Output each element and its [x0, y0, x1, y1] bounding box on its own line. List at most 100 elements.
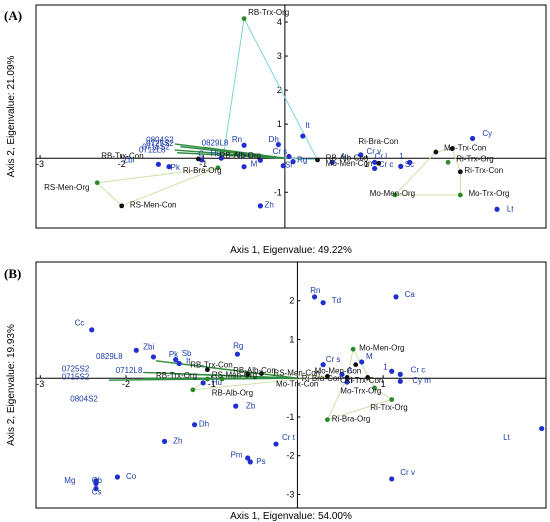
species-label: C	[198, 150, 204, 159]
treatment-label: RB-Trx-Con	[101, 152, 143, 161]
species-point	[166, 164, 172, 170]
species-point	[311, 294, 318, 300]
vector-label: 0804S2	[70, 394, 98, 403]
treatment-label: Ri-Trx-Con	[464, 166, 503, 175]
species-label: It	[305, 121, 310, 130]
species-label: M	[366, 352, 373, 361]
treatment-point	[219, 376, 225, 382]
species-label: Rg	[297, 155, 307, 164]
species-label: Lt	[503, 433, 510, 442]
species-label: Cr v	[400, 468, 415, 477]
species-label: Hu	[211, 149, 221, 158]
group-hull	[326, 347, 393, 421]
species-point	[191, 422, 198, 428]
treatment-label: RB-Trx-Org	[156, 371, 197, 380]
species-label: Td	[332, 296, 341, 305]
treatment-label: RS-Men-Org	[212, 370, 257, 379]
treatment-point	[119, 203, 125, 209]
y-tick-label: -1	[274, 187, 282, 197]
species-point	[359, 359, 365, 365]
species-point	[161, 438, 168, 444]
species-point	[280, 163, 286, 169]
treatment-label: Ri-Bra-Org	[183, 166, 222, 175]
x-tick-label: 1	[364, 159, 369, 169]
species-label: M	[251, 159, 258, 168]
species-point	[397, 378, 403, 384]
treatment-label: Mo-Trx-Org	[468, 189, 509, 198]
group-hull	[96, 167, 219, 207]
species-label: Pk	[171, 163, 181, 172]
treatment-label: RB-Alb-Org	[220, 151, 261, 160]
vector-label: 0715S2	[142, 142, 170, 151]
species-point	[286, 153, 292, 160]
species-point	[89, 327, 95, 333]
treatment-label: RB-Alb-Con	[326, 154, 369, 163]
treatment-label: Mo-Men-Org	[359, 343, 404, 352]
plot-frame	[35, 261, 547, 509]
treatment-point	[372, 385, 377, 391]
species-label: A	[340, 152, 346, 161]
y-axis-title: Axis 2, Eigenvalue: 19.93%	[6, 324, 17, 446]
plot-frame	[35, 4, 547, 229]
species-point	[389, 368, 395, 374]
species-point	[233, 403, 239, 409]
species-label: Cr t	[238, 152, 252, 161]
x-tick-label: -2	[122, 379, 130, 389]
species-label: Dh	[269, 135, 279, 144]
x-tick-label: -3	[36, 379, 44, 389]
species-point	[114, 474, 121, 480]
treatment-point	[190, 387, 196, 393]
species-label: Cb	[92, 476, 103, 485]
species-label: Rg	[233, 341, 243, 350]
species-label: Cr s	[273, 147, 288, 156]
treatment-label: Mo-Men-Con	[326, 159, 373, 168]
species-point	[469, 135, 476, 142]
species-point	[247, 459, 253, 465]
species-label: Cs	[92, 487, 102, 496]
vector-label: 0804S2	[146, 136, 174, 145]
species-point	[150, 354, 157, 360]
species-point	[329, 159, 335, 165]
treatment-point	[365, 375, 371, 380]
species-label: Zb	[246, 401, 256, 410]
treatment-label: Ri-Trx-Org	[370, 403, 407, 412]
treatment-point	[457, 169, 463, 175]
treatment-label: Ri-Trx-Con	[345, 376, 384, 385]
species-point	[398, 163, 404, 169]
species-label: Pk	[169, 350, 179, 359]
treatment-label: Ri-Trx-Org	[456, 154, 493, 163]
treatment-point	[449, 146, 455, 152]
species-label: A	[347, 366, 353, 375]
species-label: Rn	[232, 135, 242, 144]
species-point	[344, 379, 350, 385]
species-point	[257, 157, 263, 163]
treatment-point	[315, 157, 320, 163]
species-point	[494, 206, 500, 212]
species-point	[234, 351, 241, 357]
y-tick-label: -1	[286, 412, 294, 422]
x-tick-label: -1	[208, 379, 216, 389]
y-tick-label: 2	[289, 296, 294, 306]
x-tick-label: -1	[199, 159, 207, 169]
treatment-label: RS-Men-Con	[273, 369, 320, 378]
species-point	[397, 371, 403, 377]
panel-b: -3 -2 -1 1 2 1 -1 -2 -3 0829L8 0725S2 0712L8 0715S2 0…	[4, 261, 547, 522]
species-point	[155, 161, 161, 167]
species-label: Cr c	[411, 365, 426, 374]
vector-label: 0829L8	[96, 352, 123, 361]
species-label: Zh	[173, 436, 182, 445]
species-point	[339, 371, 345, 377]
y-tick-label: 1	[289, 334, 294, 344]
x-axis-title: Axis 1, Eigenvalue: 49.22%	[230, 245, 352, 256]
species-label: Dh	[199, 420, 209, 429]
vector-label: 0715S2	[62, 372, 90, 381]
species-label: Cc	[75, 319, 85, 328]
treatment-point	[325, 417, 330, 423]
vector-label: 0725S2	[62, 365, 90, 374]
panel-label: (A)	[4, 8, 22, 23]
species-label: Sb	[182, 349, 192, 358]
treatment-point	[445, 159, 451, 165]
y-tick-label: 4	[277, 17, 282, 27]
species-label: Co	[126, 472, 137, 481]
treatment-point	[392, 192, 398, 198]
